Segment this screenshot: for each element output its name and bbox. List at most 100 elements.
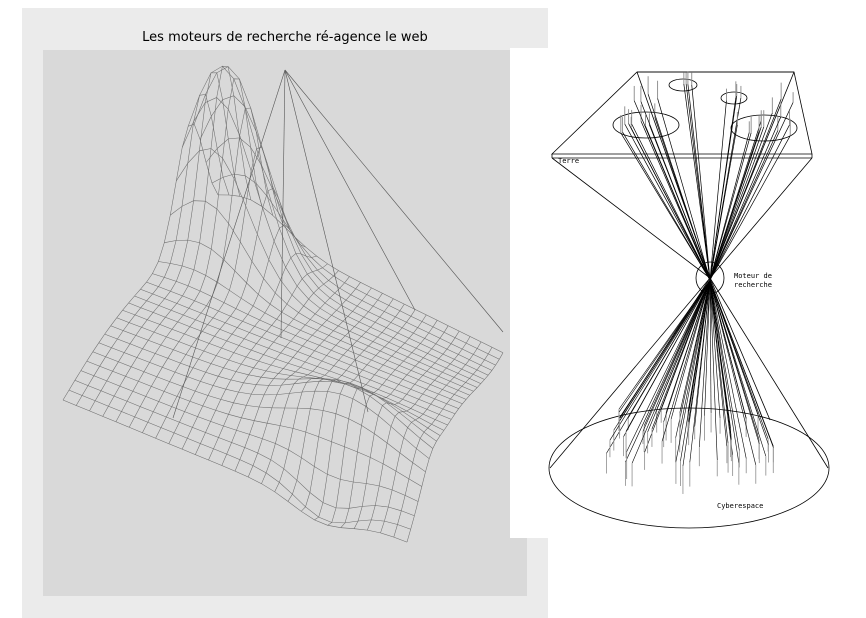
- cyberspace-ray: [609, 279, 711, 441]
- mesh-line-u: [115, 78, 263, 422]
- mesh-line-v: [199, 95, 493, 371]
- cyberspace-ray: [670, 279, 711, 420]
- cyberspace-ray: [709, 279, 747, 459]
- earth-ray: [633, 100, 711, 281]
- mesh-line-u: [234, 282, 361, 472]
- cyberspace-ray: [625, 279, 711, 463]
- pyramid-edge: [172, 69, 286, 419]
- cyberspace-ray: [642, 279, 711, 432]
- mesh-line-v: [205, 137, 496, 366]
- mesh-line-v: [116, 317, 441, 436]
- mesh-line-u: [327, 320, 438, 526]
- mesh-line-v: [164, 239, 470, 396]
- mesh-line-v: [98, 342, 430, 459]
- moteur-label-line1: Moteur de: [734, 272, 772, 280]
- cyberspace-ray: [709, 279, 718, 461]
- mesh-line-v: [217, 194, 504, 353]
- cyberspace-ray: [709, 279, 721, 419]
- cyberspace-ray: [679, 279, 711, 431]
- mesh-line-v: [86, 360, 422, 487]
- earth-ray: [631, 123, 711, 281]
- pyramid-edge: [280, 69, 286, 339]
- mesh-line-u: [406, 352, 504, 543]
- cluster-ellipse-1: [612, 111, 680, 139]
- earth-ray: [709, 116, 782, 281]
- mesh-line-v: [62, 399, 408, 543]
- earth-ray: [709, 126, 765, 281]
- cyberspace-ray: [704, 279, 711, 416]
- cyberespace-label: Cyberespace: [717, 502, 763, 510]
- mesh-line-v: [211, 173, 500, 360]
- pyramid-edge: [284, 69, 416, 311]
- pyramid-edge: [284, 69, 369, 413]
- earth-ray: [620, 132, 711, 281]
- mesh-line-u: [75, 94, 230, 406]
- mesh-line-u: [247, 287, 372, 478]
- earth-ray: [647, 94, 711, 281]
- earth-ray: [657, 98, 711, 281]
- surface-plot-area: [43, 50, 527, 596]
- cyberspace-ray: [709, 279, 729, 444]
- cyberspace-ray: [647, 279, 711, 433]
- cyberspace-ray: [699, 279, 711, 448]
- pyramid-edge: [284, 69, 504, 333]
- mesh-line-v: [134, 295, 452, 420]
- pyramid-lines: [172, 69, 504, 419]
- earth-ray: [691, 84, 711, 281]
- mesh-line-v: [74, 380, 415, 517]
- cyberspace-ray: [680, 279, 711, 461]
- earth-ray: [709, 132, 752, 281]
- cyberspace-ray: [663, 279, 711, 422]
- cyberspace-rays: [605, 279, 774, 494]
- mesh-line-u: [208, 270, 339, 461]
- cyberspace-ray: [679, 279, 711, 413]
- moteur-label-line2: recherche: [734, 281, 772, 289]
- mesh-line-v: [170, 200, 474, 392]
- mesh-line-u: [128, 107, 274, 428]
- cyberspace-ray: [709, 279, 757, 465]
- mesh-line-v: [181, 97, 481, 384]
- cyberspace-ray: [709, 279, 774, 448]
- mesh-line-v: [146, 281, 459, 409]
- right-figure-panel: Terre Moteur de recherche Cyberespace: [510, 48, 866, 538]
- mesh-line-v: [68, 389, 411, 530]
- earth-ray: [709, 100, 727, 281]
- mesh-line-v: [140, 288, 456, 415]
- earth-ray: [709, 126, 762, 281]
- mesh-line-v: [158, 261, 467, 400]
- earth-ray: [709, 95, 738, 281]
- earth-ray: [687, 84, 711, 281]
- cluster-ellipse-2: [668, 78, 698, 92]
- mesh-line-v: [110, 325, 437, 442]
- cluster-ellipse-3: [720, 91, 748, 105]
- bottom-cone-mid-right: [709, 277, 771, 421]
- earth-ray: [709, 98, 782, 281]
- earth-ray: [709, 124, 738, 281]
- earth-ray: [709, 124, 790, 281]
- mesh-line-u: [314, 314, 427, 521]
- mesh-line-v: [193, 66, 489, 376]
- mesh-line-v: [80, 370, 419, 502]
- cyberspace-ray: [694, 279, 711, 427]
- earth-ray: [683, 83, 711, 281]
- cyberspace-ray: [618, 279, 711, 413]
- earth-ray: [640, 101, 711, 281]
- cyberspace-ray: [709, 279, 740, 451]
- cyberspace-ray: [688, 279, 711, 422]
- mesh-line-v: [122, 309, 445, 431]
- wireframe-surface-plot: [62, 65, 504, 543]
- earth-ray: [709, 112, 773, 281]
- mesh-line-v: [187, 65, 485, 380]
- earth-ray: [709, 135, 791, 281]
- terre-label: Terre: [558, 157, 579, 165]
- cyberspace-ray: [709, 279, 760, 445]
- earth-ray: [628, 123, 711, 281]
- hourglass-structure: [548, 71, 830, 529]
- earth-ray: [624, 123, 711, 281]
- mesh-line-u: [102, 65, 252, 417]
- bottom-cone-left: [549, 277, 711, 469]
- wireframe-mesh: [62, 65, 504, 543]
- cyberspace-ray: [709, 279, 712, 414]
- earth-rays: [620, 71, 794, 281]
- cyberspace-ray: [661, 279, 711, 442]
